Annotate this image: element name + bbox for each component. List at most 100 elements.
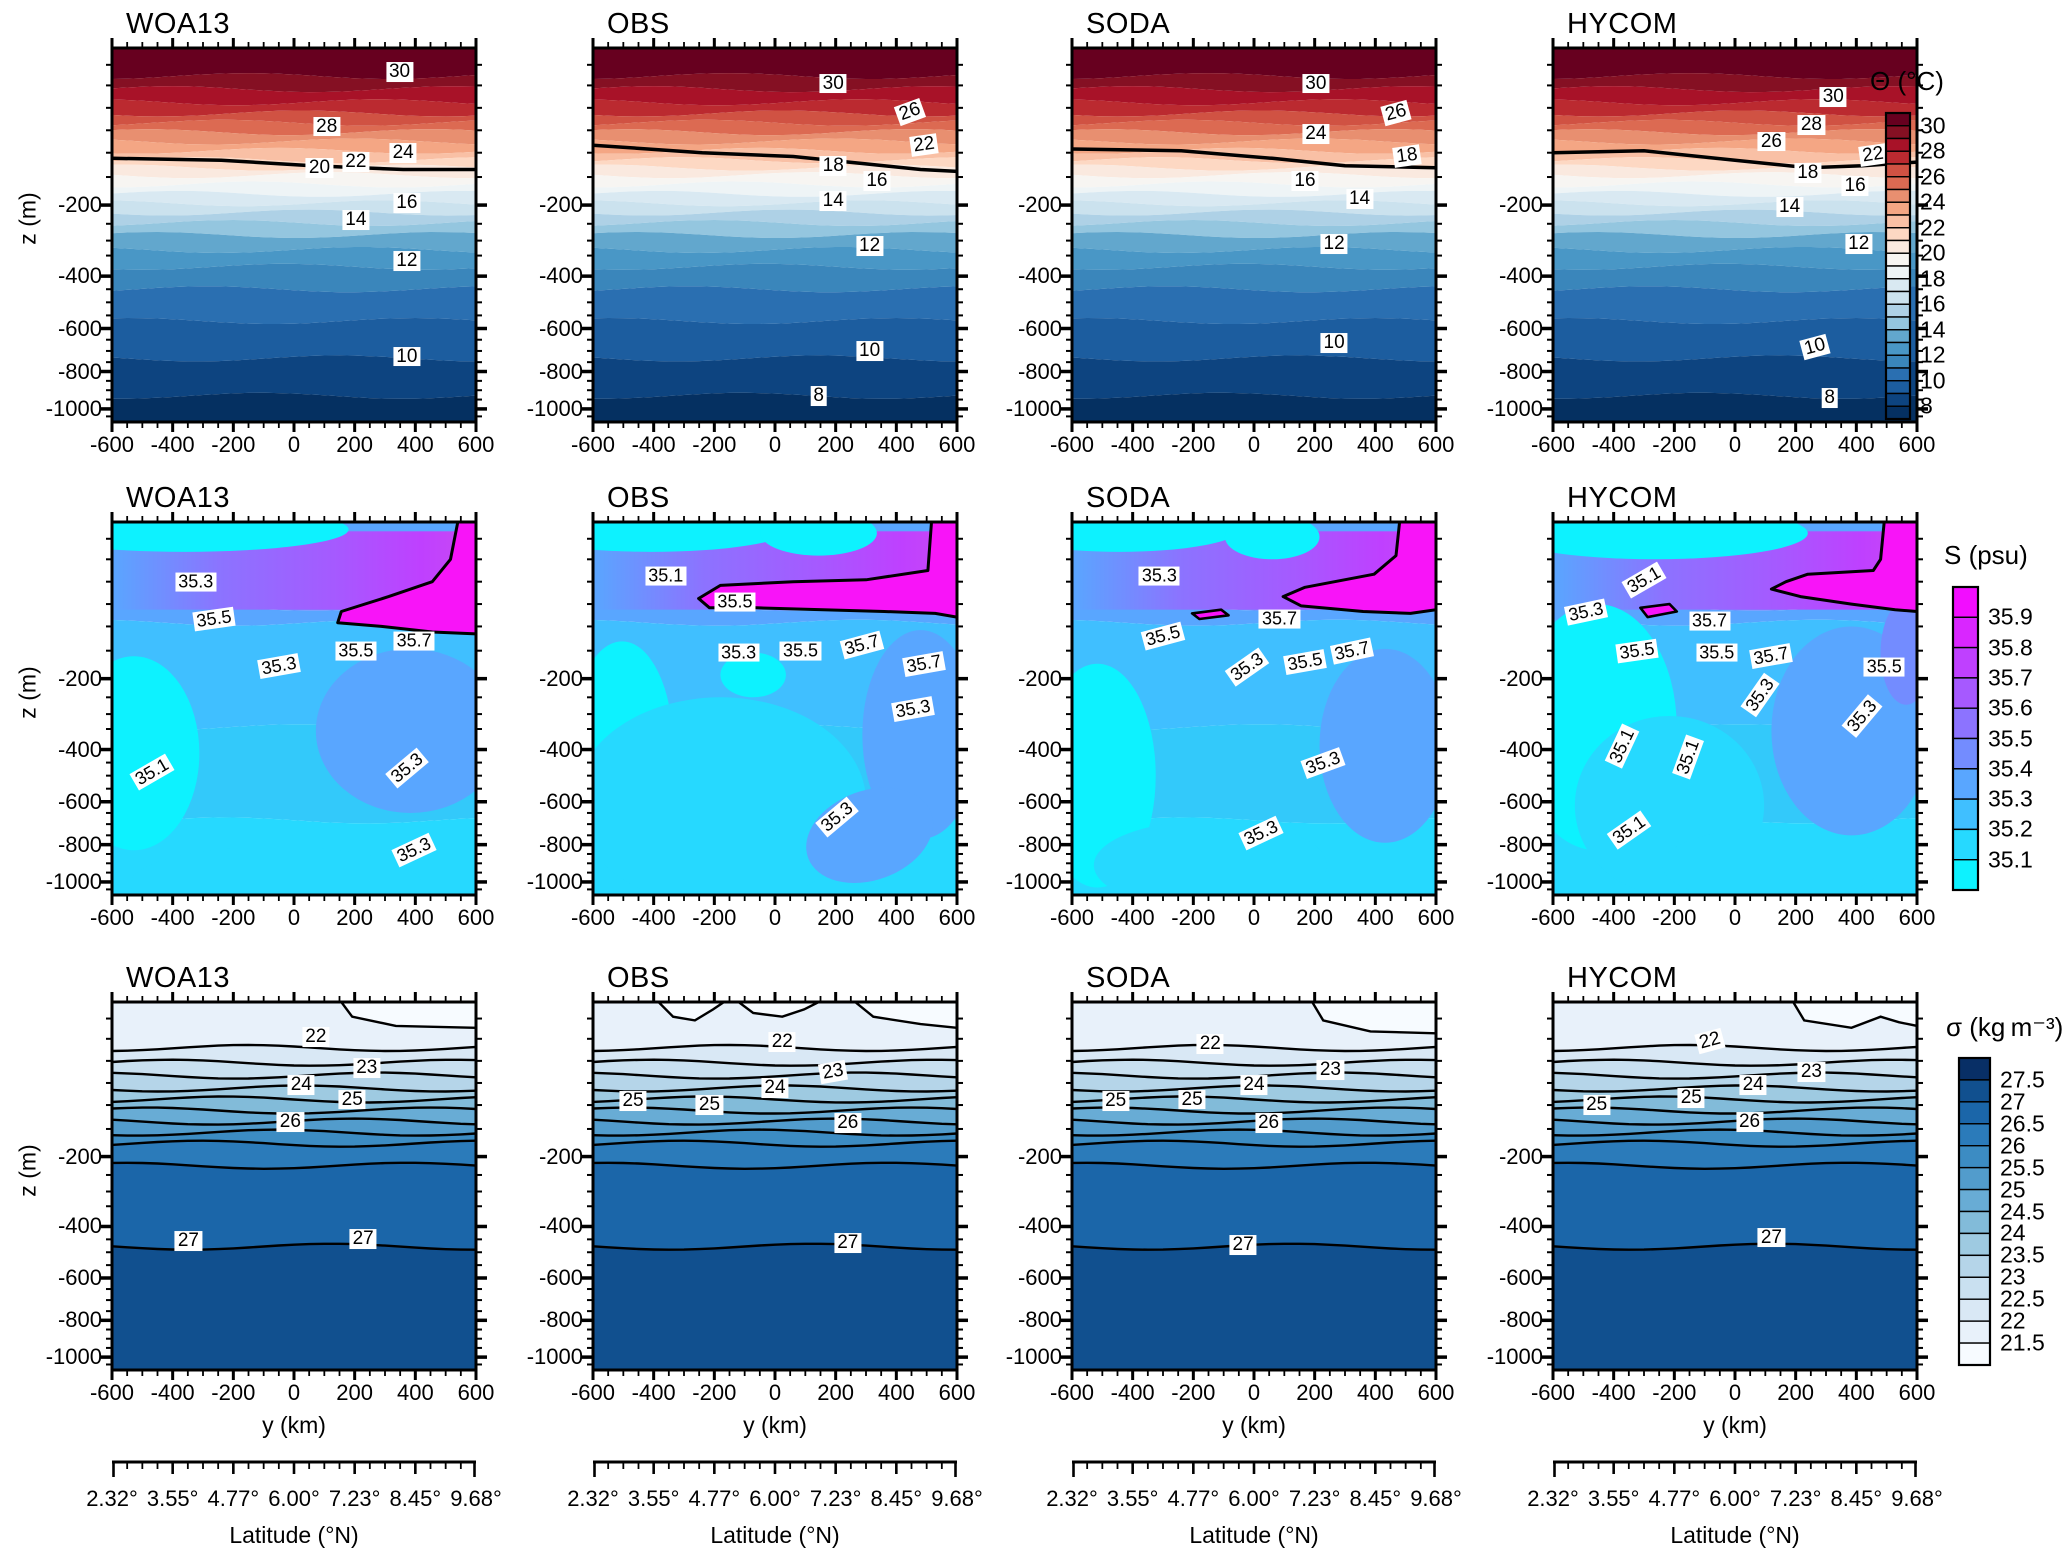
x-tick-label: -600 xyxy=(1530,905,1576,930)
contour-plot-salinity-SODA xyxy=(1056,506,1452,911)
contour-band xyxy=(112,48,476,79)
latitude-tick-label: 6.00° xyxy=(268,1486,320,1511)
contour-label: 26 xyxy=(1735,1111,1764,1132)
contour-label: 22 xyxy=(1196,1034,1224,1055)
contour-band xyxy=(112,86,476,106)
contour-label-layer: 35.3 35.5 35.3 35.5 35.7 35.1 35.3 35.3 xyxy=(112,522,476,895)
colorbar-tick-label: 27 xyxy=(2000,1088,2026,1115)
x-tick-label: 600 xyxy=(1417,1380,1455,1405)
thick-contour-20C xyxy=(1072,147,1436,170)
contour-label-layer: 35.1 35.5 35.3 35.5 35.7 35.7 35.3 35.3 xyxy=(593,522,957,895)
y-tick-label: -200 xyxy=(57,665,102,691)
colorbar-tick-label: 21.5 xyxy=(2000,1329,2045,1356)
x-axis-label: y (km) xyxy=(1222,1412,1286,1438)
x-tick-label: -600 xyxy=(1049,905,1095,930)
contour-label: 35.3 xyxy=(257,652,302,679)
panel-title: HYCOM xyxy=(1567,8,1678,40)
x-tick-label: 400 xyxy=(1837,432,1875,457)
y-tick-label: -400 xyxy=(1498,736,1543,762)
latitude-axis xyxy=(593,1460,957,1478)
contour-band xyxy=(112,247,476,270)
x-tick-label: -400 xyxy=(631,432,676,457)
colorbar-tick-label: 35.5 xyxy=(1988,725,2033,751)
contour-band xyxy=(593,200,957,216)
contour-band xyxy=(1553,48,1917,79)
y-tick-label: -800 xyxy=(1017,1307,1062,1333)
colorbar-tick-label: 20 xyxy=(1920,239,1946,266)
contour-band xyxy=(112,1243,476,1370)
y-tick-label: -1000 xyxy=(45,868,102,894)
x-tick-label: 400 xyxy=(877,432,915,457)
x-tick-label: 400 xyxy=(396,1380,434,1405)
y-tick-label: -800 xyxy=(1498,358,1543,384)
latitude-tick-label: 4.77° xyxy=(1167,1486,1220,1511)
y-tick-label: -1000 xyxy=(1005,1344,1062,1370)
isopycnal-line xyxy=(593,1128,957,1137)
contour-label: 35.5 xyxy=(779,641,821,661)
isopycnal-line xyxy=(1553,1084,1917,1093)
y-tick-label: -200 xyxy=(1017,192,1062,218)
x-tick-label: -400 xyxy=(150,1380,195,1405)
contour-band xyxy=(1072,355,1436,399)
y-tick-label: -800 xyxy=(1498,831,1543,857)
contour-label: 16 xyxy=(1841,176,1869,197)
colorbar-tick-label: 28 xyxy=(1920,137,1946,164)
y-tick-label: -1000 xyxy=(1005,868,1062,894)
colorbar-title: Θ (°C) xyxy=(1870,66,1944,96)
contour-band xyxy=(1553,1162,1917,1250)
x-tick-label: 200 xyxy=(1296,905,1334,930)
x-tick-label: 0 xyxy=(287,1380,301,1405)
contour-band xyxy=(112,1140,476,1169)
contour-label: 12 xyxy=(856,236,884,257)
x-tick-label: 200 xyxy=(336,1380,374,1405)
isopycnal-line xyxy=(1553,1117,1917,1126)
contour-band xyxy=(593,286,957,324)
latitude-tick-label: 7.23° xyxy=(809,1486,862,1511)
panel-title: SODA xyxy=(1086,8,1171,40)
contour-label: 35.3 xyxy=(1740,673,1780,718)
y-tick-label: -800 xyxy=(1017,831,1062,857)
contour-band xyxy=(593,263,957,293)
y-tick-label: -600 xyxy=(57,315,102,341)
contour-band xyxy=(593,119,957,136)
y-tick-label: -200 xyxy=(538,192,583,218)
y-tick-label: -1000 xyxy=(45,1344,102,1370)
latitude-tick-label: 6.00° xyxy=(749,1486,801,1511)
isopycnal-line xyxy=(1072,1139,1436,1148)
contour-label: 35.5 xyxy=(1863,658,1905,677)
contour-label: 24 xyxy=(1240,1074,1268,1095)
contour-band xyxy=(112,286,476,324)
colorbar-tick-label: 23 xyxy=(2000,1263,2026,1290)
x-tick-label: 200 xyxy=(1296,432,1334,457)
y-tick-label: -600 xyxy=(1017,1265,1062,1290)
contour-plot-potential-density-OBS xyxy=(577,986,973,1386)
isopycnal-line xyxy=(112,1161,476,1171)
isopycnal-line xyxy=(1553,1128,1917,1137)
contour-band xyxy=(1072,220,1436,238)
colorbar-tick-label: 25.5 xyxy=(2000,1154,2045,1181)
contour-band xyxy=(112,110,476,126)
contour-band xyxy=(593,181,957,197)
contour-band xyxy=(1553,172,1917,188)
contour-label: 24 xyxy=(287,1074,315,1095)
colorbar-tick-label: 27.5 xyxy=(2000,1066,2045,1093)
latitude-tick-label: 4.77° xyxy=(1648,1486,1701,1511)
contour-band xyxy=(112,200,476,216)
contour-band xyxy=(1553,157,1917,171)
contour-label: 24 xyxy=(761,1078,789,1099)
panel-title: OBS xyxy=(607,482,670,514)
contour-label: 25 xyxy=(338,1089,366,1110)
y-tick-label: -800 xyxy=(538,1307,583,1333)
isopycnal-line xyxy=(112,1139,476,1148)
colorbar-tick-label: 16 xyxy=(1920,290,1946,317)
contour-band xyxy=(1553,1243,1917,1370)
latitude-axis xyxy=(1072,1460,1436,1478)
contour-band xyxy=(1553,263,1917,293)
contour-label: 24 xyxy=(389,142,417,163)
x-tick-label: -400 xyxy=(1110,905,1155,930)
contour-band xyxy=(593,157,957,171)
x-tick-label: -200 xyxy=(692,1380,737,1405)
x-tick-label: 400 xyxy=(1356,432,1394,457)
contour-label: 25 xyxy=(1178,1089,1206,1110)
contour-label: 24 xyxy=(1739,1074,1767,1095)
